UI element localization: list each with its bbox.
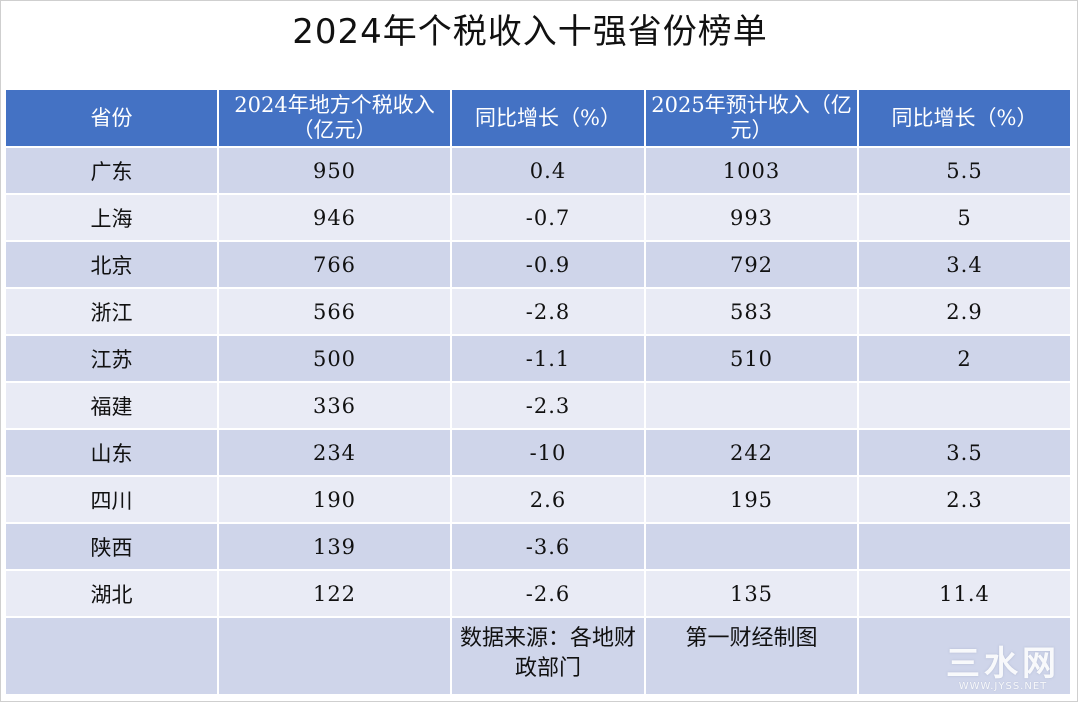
cell-2024-growth: -2.6 [452, 571, 644, 616]
cell-2024-growth: 0.4 [452, 148, 644, 193]
cell-2025-income [646, 524, 857, 569]
cell-2025-growth: 2.9 [859, 289, 1070, 334]
header-row: 省份 2024年地方个税收入（亿元） 同比增长（%） 2025年预计收入（亿元）… [6, 90, 1070, 146]
table-row: 山东 234 -10 242 3.5 [6, 430, 1070, 475]
header-2024-income: 2024年地方个税收入（亿元） [219, 90, 450, 146]
cell-province: 浙江 [6, 289, 217, 334]
cell-2024-growth: 2.6 [452, 477, 644, 522]
cell-province: 陕西 [6, 524, 217, 569]
footer-empty-3 [859, 618, 1070, 694]
cell-2024-growth: -2.8 [452, 289, 644, 334]
cell-province: 江苏 [6, 336, 217, 381]
table-row: 陕西 139 -3.6 [6, 524, 1070, 569]
cell-2024-income: 946 [219, 195, 450, 240]
cell-2024-growth: -1.1 [452, 336, 644, 381]
cell-2025-income: 195 [646, 477, 857, 522]
table-row: 湖北 122 -2.6 135 11.4 [6, 571, 1070, 616]
cell-2024-income: 190 [219, 477, 450, 522]
cell-2025-income: 510 [646, 336, 857, 381]
table-row: 浙江 566 -2.8 583 2.9 [6, 289, 1070, 334]
cell-province: 北京 [6, 242, 217, 287]
header-2025-income: 2025年预计收入（亿元） [646, 90, 857, 146]
cell-2025-growth: 5 [859, 195, 1070, 240]
cell-2024-income: 766 [219, 242, 450, 287]
footer-row: 数据来源：各地财政部门 第一财经制图 [6, 618, 1070, 694]
cell-province: 四川 [6, 477, 217, 522]
cell-2025-income: 993 [646, 195, 857, 240]
cell-2024-income: 566 [219, 289, 450, 334]
cell-2025-growth [859, 383, 1070, 428]
cell-2025-growth: 2.3 [859, 477, 1070, 522]
cell-2025-income: 135 [646, 571, 857, 616]
watermark-domain: WWW.JYSS.NET [958, 681, 1048, 692]
cell-2024-income: 234 [219, 430, 450, 475]
cell-2025-growth: 2 [859, 336, 1070, 381]
footer-empty-1 [6, 618, 217, 694]
cell-2025-growth: 11.4 [859, 571, 1070, 616]
cell-province: 上海 [6, 195, 217, 240]
header-2024-growth: 同比增长（%） [452, 90, 644, 146]
cell-2025-income: 242 [646, 430, 857, 475]
cell-province: 湖北 [6, 571, 217, 616]
cell-2024-growth: -0.7 [452, 195, 644, 240]
tax-ranking-table: 省份 2024年地方个税收入（亿元） 同比增长（%） 2025年预计收入（亿元）… [4, 88, 1072, 696]
cell-2024-income: 950 [219, 148, 450, 193]
header-2025-growth: 同比增长（%） [859, 90, 1070, 146]
cell-2025-growth: 3.4 [859, 242, 1070, 287]
watermark-brand: 三水网 [946, 644, 1060, 684]
page-title: 2024年个税收入十强省份榜单 [292, 12, 768, 52]
cell-2025-income: 792 [646, 242, 857, 287]
cell-2025-income: 583 [646, 289, 857, 334]
cell-province: 广东 [6, 148, 217, 193]
table-row: 福建 336 -2.3 [6, 383, 1070, 428]
cell-2024-income: 336 [219, 383, 450, 428]
table-row: 四川 190 2.6 195 2.3 [6, 477, 1070, 522]
cell-province: 山东 [6, 430, 217, 475]
cell-2025-growth [859, 524, 1070, 569]
footer-empty-2 [219, 618, 450, 694]
cell-2024-growth: -3.6 [452, 524, 644, 569]
footer-source: 数据来源：各地财政部门 [452, 618, 644, 694]
cell-2024-income: 122 [219, 571, 450, 616]
cell-2025-growth: 5.5 [859, 148, 1070, 193]
watermark: 三水网 WWW.JYSS.NET [946, 636, 1060, 692]
table-row: 江苏 500 -1.1 510 2 [6, 336, 1070, 381]
table-row: 广东 950 0.4 1003 5.5 [6, 148, 1070, 193]
cell-2024-income: 139 [219, 524, 450, 569]
footer-credit: 第一财经制图 [646, 618, 857, 694]
cell-2025-income: 1003 [646, 148, 857, 193]
cell-province: 福建 [6, 383, 217, 428]
cell-2024-growth: -10 [452, 430, 644, 475]
cell-2024-income: 500 [219, 336, 450, 381]
table-row: 北京 766 -0.9 792 3.4 [6, 242, 1070, 287]
cell-2024-growth: -2.3 [452, 383, 644, 428]
cell-2025-income [646, 383, 857, 428]
cell-2024-growth: -0.9 [452, 242, 644, 287]
header-province: 省份 [6, 90, 217, 146]
cell-2025-growth: 3.5 [859, 430, 1070, 475]
table-row: 上海 946 -0.7 993 5 [6, 195, 1070, 240]
